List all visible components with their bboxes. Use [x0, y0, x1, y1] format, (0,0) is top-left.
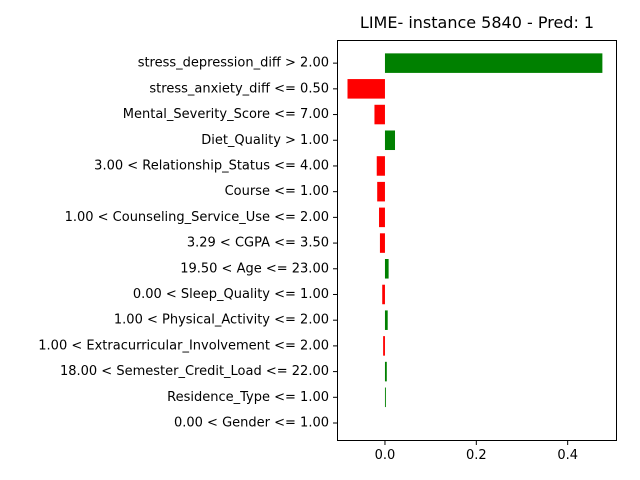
bar	[384, 310, 388, 330]
category-label: 1.00 < Counseling_Service_Use <= 2.00	[65, 210, 329, 225]
bar	[379, 207, 385, 228]
category-label: 19.50 < Age <= 23.00	[180, 261, 329, 276]
bar	[384, 387, 386, 408]
chart-title: LIME- instance 5840 - Pred: 1	[360, 13, 594, 32]
category-label: Mental_Severity_Score <= 7.00	[123, 107, 329, 122]
bar	[382, 284, 385, 305]
x-axis-ticks: 0.0 0.2 0.4	[375, 441, 578, 463]
category-label: 0.00 < Gender <= 1.00	[174, 416, 329, 431]
category-label: 18.00 < Semester_Credit_Load <= 22.00	[60, 364, 329, 379]
bar	[384, 361, 387, 382]
bar	[384, 53, 603, 73]
x-tick-label: 0.2	[466, 448, 487, 463]
bar	[383, 336, 385, 356]
bar	[374, 104, 385, 125]
bar	[384, 130, 396, 151]
category-label: stress_depression_diff > 2.00	[138, 56, 329, 71]
plot-frame	[337, 40, 617, 441]
category-label: Diet_Quality > 1.00	[201, 133, 329, 148]
bar	[347, 79, 385, 99]
category-label: stress_anxiety_diff <= 0.50	[149, 81, 329, 96]
x-tick-label: 0.4	[557, 448, 578, 463]
category-label: 3.29 < CGPA <= 3.50	[187, 236, 329, 251]
category-label: Course <= 1.00	[225, 184, 329, 199]
x-tick-label: 0.0	[375, 448, 396, 463]
category-label: Residence_Type <= 1.00	[167, 390, 329, 405]
bar	[379, 233, 385, 253]
category-label: 0.00 < Sleep_Quality <= 1.00	[133, 287, 329, 302]
category-label: 1.00 < Extracurricular_Involvement <= 2.…	[38, 338, 329, 353]
category-labels: stress_depression_diff > 2.00 stress_anxi…	[38, 56, 337, 431]
category-label: 3.00 < Relationship_Status <= 4.00	[94, 158, 329, 173]
bars-layer	[347, 53, 603, 408]
bar	[384, 259, 389, 279]
bar	[376, 156, 385, 176]
bar	[377, 181, 385, 202]
category-label: 1.00 < Physical_Activity <= 2.00	[114, 313, 329, 328]
